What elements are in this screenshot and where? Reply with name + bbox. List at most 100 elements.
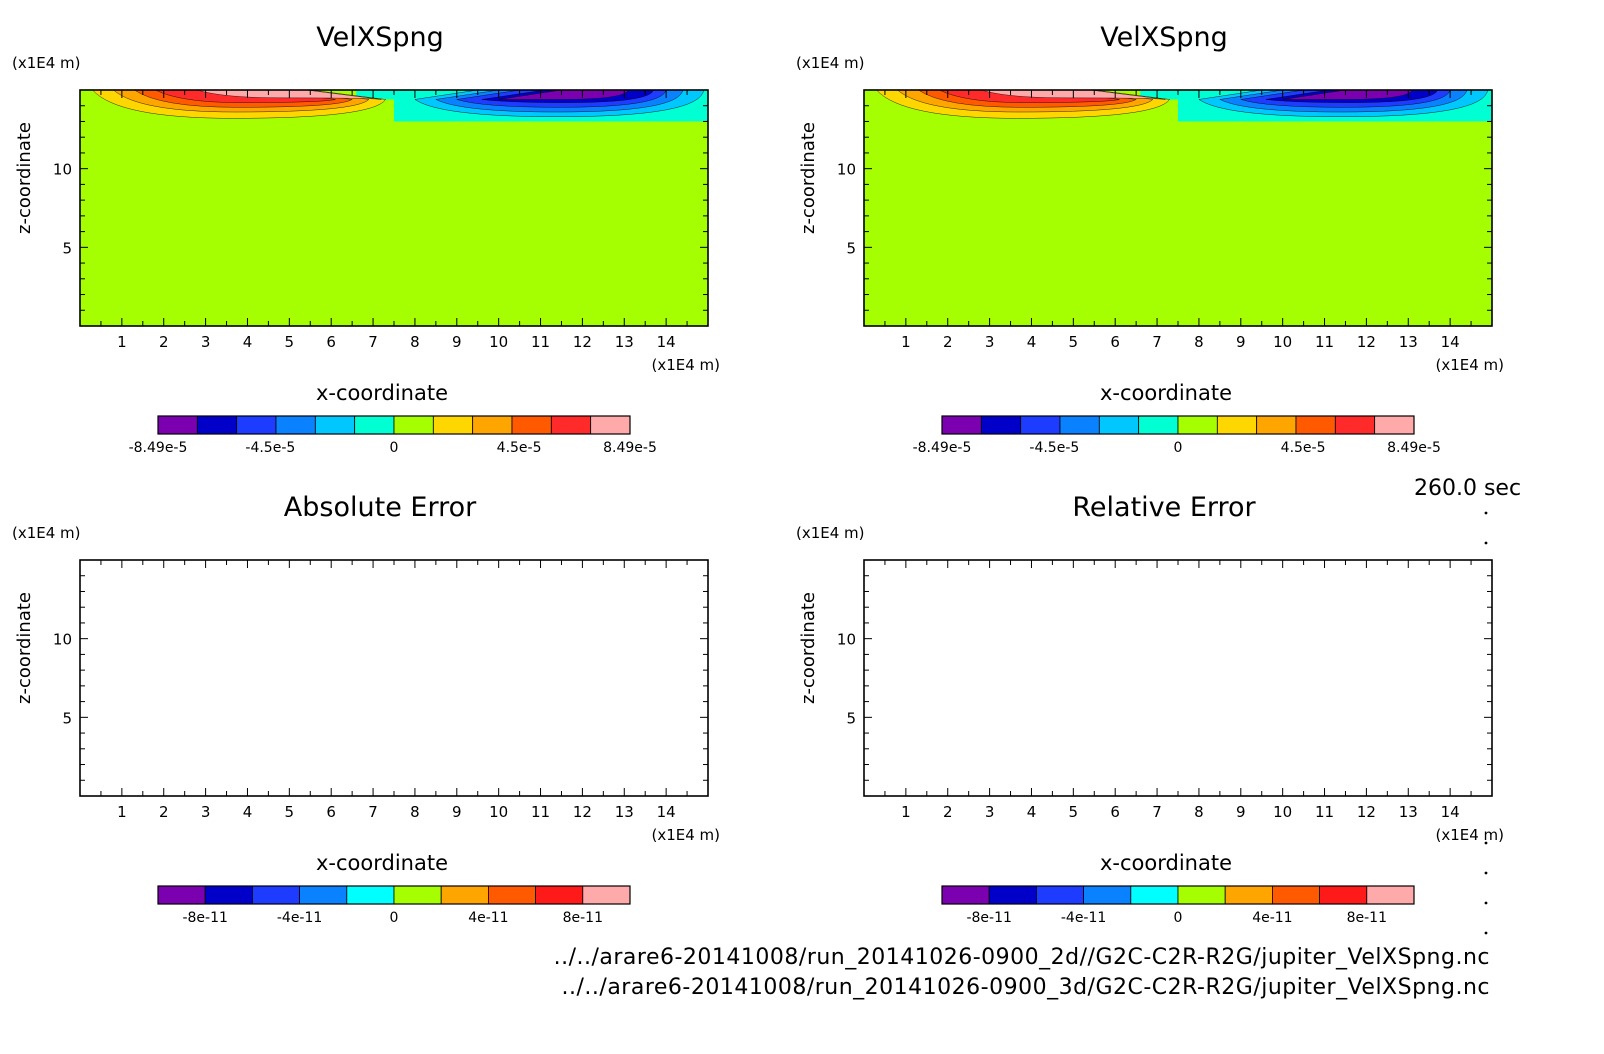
colorbar-swatch: [1216, 415, 1258, 435]
x-tick-label: 5: [1069, 803, 1079, 821]
margin-dot: [1484, 541, 1488, 545]
colorbar-frame: [157, 885, 631, 905]
x-tick-label: 13: [615, 333, 634, 351]
colorbar-label: -8.49e-5: [913, 440, 972, 456]
colorbar-label: 4e-11: [468, 910, 508, 926]
x-tick-label: 8: [1194, 803, 1204, 821]
chart-title: VelXSpng: [1100, 22, 1228, 53]
field-background: [80, 90, 708, 326]
x-tick-label: 13: [1399, 803, 1418, 821]
x-tick-label: 4: [1027, 803, 1037, 821]
x-tick-label: 9: [1236, 803, 1246, 821]
x-tick-label: 14: [657, 803, 676, 821]
x-tick-label: 1: [901, 333, 911, 351]
x-tick-label: 5: [285, 333, 295, 351]
colorbar-label: 0: [390, 910, 399, 926]
colorbar-swatch: [251, 885, 300, 905]
colorbar-swatch: [1083, 885, 1132, 905]
x-tick-label: 10: [1273, 333, 1292, 351]
x-tick-label: 5: [285, 803, 295, 821]
x-tick-label: 4: [1027, 333, 1037, 351]
y-axis-label: z-coordinate: [14, 592, 35, 704]
x-tick-label: 12: [1357, 333, 1376, 351]
y-unit-label: (x1E4 m): [796, 54, 865, 72]
colorbar-swatch: [1177, 415, 1218, 435]
colorbar-frame: [157, 415, 631, 435]
x-axis-label: x-coordinate: [1100, 381, 1232, 405]
colorbar-label: 0: [390, 440, 399, 456]
x-tick-label: 2: [943, 333, 953, 351]
colorbar-swatch: [393, 415, 434, 435]
field-contour-negative: [498, 90, 629, 100]
x-tick-label: 7: [1152, 803, 1162, 821]
margin-dot: [1484, 901, 1488, 905]
margin-dot: [1484, 871, 1488, 875]
plot-frame: [863, 559, 1493, 797]
x-tick-label: 9: [1236, 333, 1246, 351]
colorbar: -8.49e-5 -4.5e-5 0 4.5e-5 8.49e-5: [129, 415, 657, 456]
x-axis-label: x-coordinate: [316, 851, 448, 875]
x-tick-label: 1: [117, 333, 127, 351]
margin-dot: [1484, 931, 1488, 935]
x-tick-label: 8: [410, 803, 420, 821]
x-tick-label: 6: [1110, 803, 1120, 821]
colorbar-label: -8.49e-5: [129, 440, 188, 456]
x-tick-label: 3: [201, 803, 211, 821]
colorbar-label: 8e-11: [1347, 910, 1387, 926]
x-tick-label: 4: [243, 333, 253, 351]
time-label: 260.0 sec: [1414, 476, 1522, 501]
field-band: [1140, 90, 1208, 100]
colorbar-swatch: [472, 415, 513, 435]
x-tick-label: 2: [159, 333, 169, 351]
colorbar-swatch: [941, 415, 982, 435]
colorbar-swatch: [1256, 415, 1297, 435]
colorbar-swatch: [440, 885, 489, 905]
colorbar-label: -4e-11: [1061, 910, 1106, 926]
colorbar-swatch: [1272, 885, 1321, 905]
colorbar-swatch: [1319, 885, 1368, 905]
x-tick-label: 13: [615, 803, 634, 821]
colorbar-swatch: [314, 415, 356, 435]
colorbar-swatch: [980, 415, 1022, 435]
chart-title: Absolute Error: [284, 492, 477, 523]
colorbar-swatch: [1098, 415, 1140, 435]
x-tick-label: 3: [985, 333, 995, 351]
colorbar-swatch: [1138, 415, 1179, 435]
x-tick-label: 14: [1441, 333, 1460, 351]
colorbar-swatch: [393, 885, 442, 905]
colorbar-swatch: [487, 885, 536, 905]
x-tick-label: 12: [573, 333, 592, 351]
colorbar-swatch: [1020, 415, 1061, 435]
x-tick-label: 5: [1069, 333, 1079, 351]
colorbar-swatch: [511, 415, 552, 435]
chart-title: VelXSpng: [316, 22, 444, 53]
x-tick-label: 10: [1273, 803, 1292, 821]
colorbar: -8.49e-5 -4.5e-5 0 4.5e-5 8.49e-5: [913, 415, 1441, 456]
x-tick-label: 1: [117, 803, 127, 821]
colorbar: -8e-11 -4e-11 0 4e-11 8e-11: [941, 885, 1415, 926]
x-tick-label: 13: [1399, 333, 1418, 351]
colorbar-swatch: [1059, 415, 1100, 435]
colorbar-swatch: [582, 885, 631, 905]
x-tick-label: 7: [368, 333, 378, 351]
y-axis-label: z-coordinate: [798, 122, 819, 234]
colorbar-label: -8e-11: [966, 910, 1011, 926]
x-tick-label: 6: [326, 333, 336, 351]
y-tick-label: 5: [62, 709, 72, 727]
colorbar-swatch: [299, 885, 348, 905]
x-unit-label: (x1E4 m): [651, 826, 720, 844]
colorbar-swatch: [1295, 415, 1336, 435]
x-axis-label: x-coordinate: [316, 381, 448, 405]
y-axis-label: z-coordinate: [798, 592, 819, 704]
colorbar: -8e-11 -4e-11 0 4e-11 8e-11: [157, 885, 631, 926]
y-axis-label: z-coordinate: [14, 122, 35, 234]
x-tick-label: 10: [489, 803, 508, 821]
y-unit-label: (x1E4 m): [12, 524, 81, 542]
colorbar-swatch: [157, 885, 206, 905]
colorbar-label: 4e-11: [1252, 910, 1292, 926]
x-tick-label: 11: [531, 803, 550, 821]
colorbar-swatch: [1366, 885, 1415, 905]
field-contour-negative: [1282, 90, 1413, 100]
x-tick-label: 11: [1315, 803, 1334, 821]
y-tick-label: 10: [53, 161, 72, 179]
